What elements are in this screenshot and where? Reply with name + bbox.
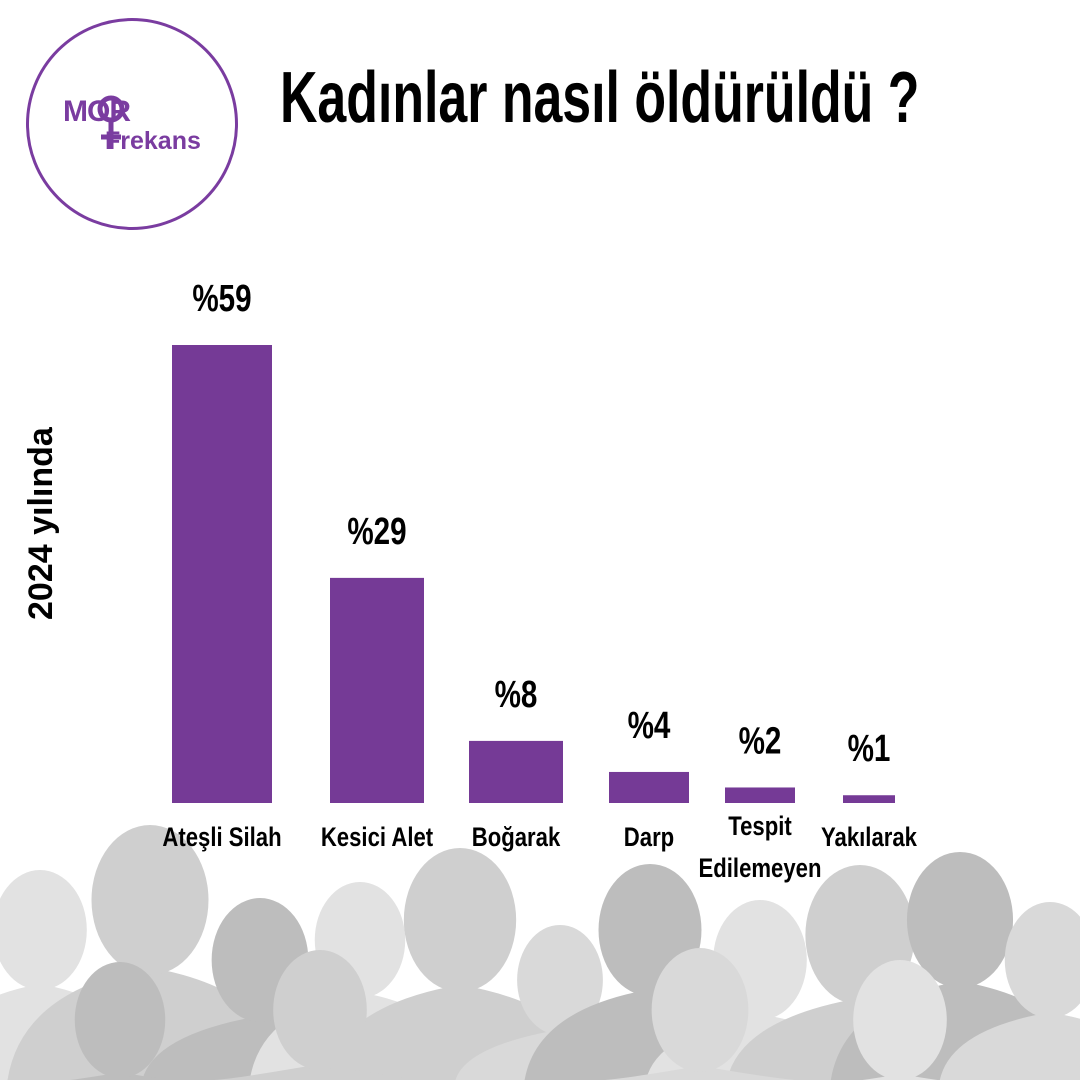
bar-value-label: %29 (347, 510, 406, 552)
bar (843, 795, 895, 803)
category-tick-label: Tespit (728, 812, 792, 842)
logo-text-frekans: Frekans (105, 127, 201, 155)
category-tick-label: Yakılarak (821, 823, 917, 853)
bar (609, 771, 689, 803)
bar-value-label: %2 (739, 720, 782, 762)
category-tick-label: Kesici Alet (321, 823, 433, 853)
mor-frekans-logo: MOR Frekans (26, 18, 238, 230)
bar (725, 787, 795, 803)
category-tick-label: Darp (624, 823, 674, 853)
bar (172, 345, 272, 803)
woman-silhouette (206, 950, 434, 1080)
bar-value-label: %8 (495, 673, 538, 715)
bar-value-label: %59 (192, 278, 251, 320)
bar-value-label: %4 (628, 704, 671, 746)
category-tick-label: Ateşli Silah (162, 823, 281, 853)
bar (469, 740, 563, 803)
category-tick-label: Edilemeyen (699, 854, 822, 884)
page-title: Kadınlar nasıl öldürüldü ? (280, 58, 920, 138)
category-tick-label: Boğarak (472, 823, 561, 853)
logo-text-mor: MOR (63, 95, 131, 128)
venus-symbol-icon (97, 95, 125, 149)
woman-silhouette (786, 960, 1014, 1080)
woman-silhouette (582, 948, 818, 1080)
woman-silhouette (939, 902, 1080, 1080)
bar-value-label: %1 (848, 728, 891, 770)
woman-silhouette (9, 962, 231, 1080)
bar (330, 577, 424, 803)
